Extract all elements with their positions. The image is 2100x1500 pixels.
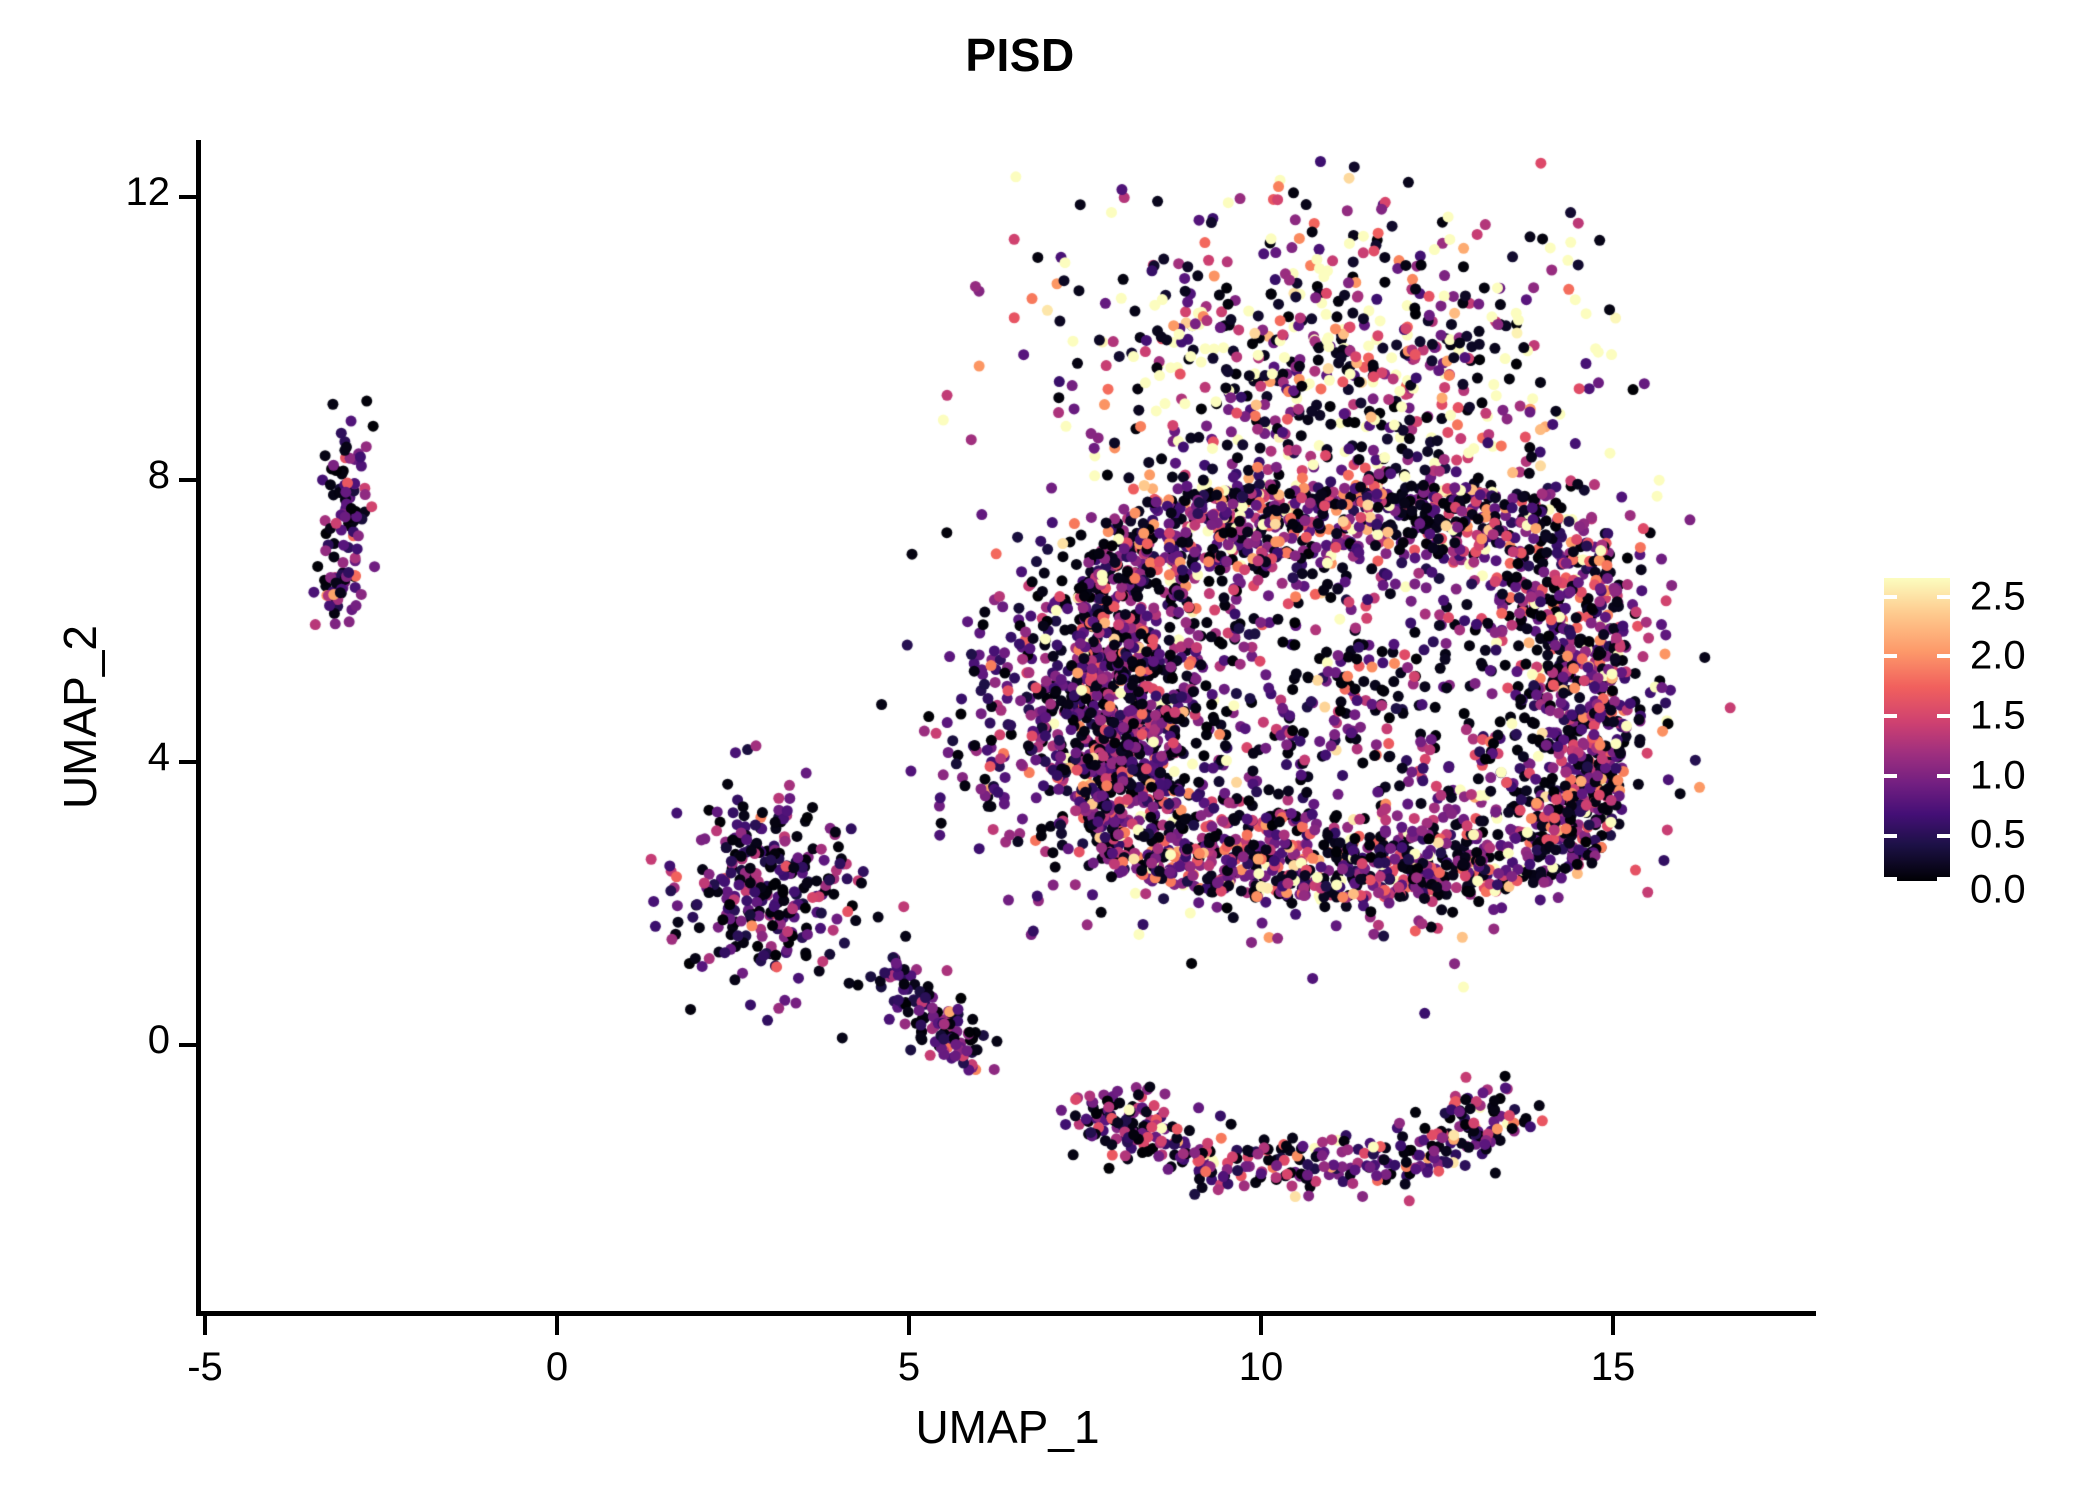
colorbar-tick-0.5-right [1937, 834, 1950, 838]
y-tick-8 [179, 478, 196, 482]
y-tick-label-12: 12 [125, 170, 171, 214]
colorbar-label-0.5: 0.5 [1970, 812, 2026, 857]
colorbar-tick-2.5-left [1884, 595, 1897, 599]
colorbar-tick-1.0-left [1884, 774, 1897, 778]
colorbar-tick-2.0-left [1884, 654, 1897, 658]
x-tick-label-10: 10 [1238, 1345, 1284, 1389]
colorbar-label-1.0: 1.0 [1970, 753, 2026, 798]
y-axis-title: UMAP_2 [54, 624, 106, 810]
y-tick-4 [179, 760, 196, 764]
colorbar-label-2.0: 2.0 [1970, 633, 2026, 678]
x-tick-label-5: 5 [897, 1345, 921, 1389]
x-axis-title: UMAP_1 [915, 1401, 1100, 1453]
x-tick-5 [907, 1316, 911, 1335]
x-tick--5 [203, 1316, 207, 1335]
x-tick-label-0: 0 [545, 1345, 569, 1389]
colorbar-tick-0.0-left [1884, 877, 1897, 881]
colorbar-label-2.5: 2.5 [1970, 574, 2026, 619]
colorbar-tick-1.5-right [1937, 714, 1950, 718]
y-tick-label-0: 0 [147, 1018, 170, 1062]
y-tick-label-8: 8 [147, 453, 170, 497]
colorbar-tick-0.5-left [1884, 834, 1897, 838]
colorbar-tick-1.5-left [1884, 714, 1897, 718]
x-tick-label-15: 15 [1590, 1345, 1636, 1389]
colorbar-tick-1.0-right [1937, 774, 1950, 778]
x-tick-label--5: -5 [187, 1345, 223, 1389]
y-tick-0 [179, 1043, 196, 1047]
y-tick-label-4: 4 [147, 735, 170, 779]
colorbar-label-1.5: 1.5 [1970, 693, 2026, 738]
page-title: PISD [965, 29, 1075, 81]
colorbar-gradient [1884, 578, 1950, 881]
x-axis-line [196, 1311, 1816, 1316]
y-tick-12 [179, 195, 196, 199]
plot-panel [200, 140, 1815, 1315]
x-tick-10 [1259, 1316, 1263, 1335]
colorbar-legend: 2.5 2.0 1.5 1.0 0.5 0.0 [1884, 575, 2026, 912]
y-axis-line [196, 140, 201, 1316]
colorbar-label-0.0: 0.0 [1970, 867, 2026, 912]
colorbar-tick-2.0-right [1937, 654, 1950, 658]
x-tick-15 [1611, 1316, 1615, 1335]
x-tick-0 [555, 1316, 559, 1335]
colorbar-tick-2.5-right [1937, 595, 1950, 599]
scatter-plot-canvas [200, 140, 1815, 1315]
colorbar-tick-0.0-right [1937, 877, 1950, 881]
